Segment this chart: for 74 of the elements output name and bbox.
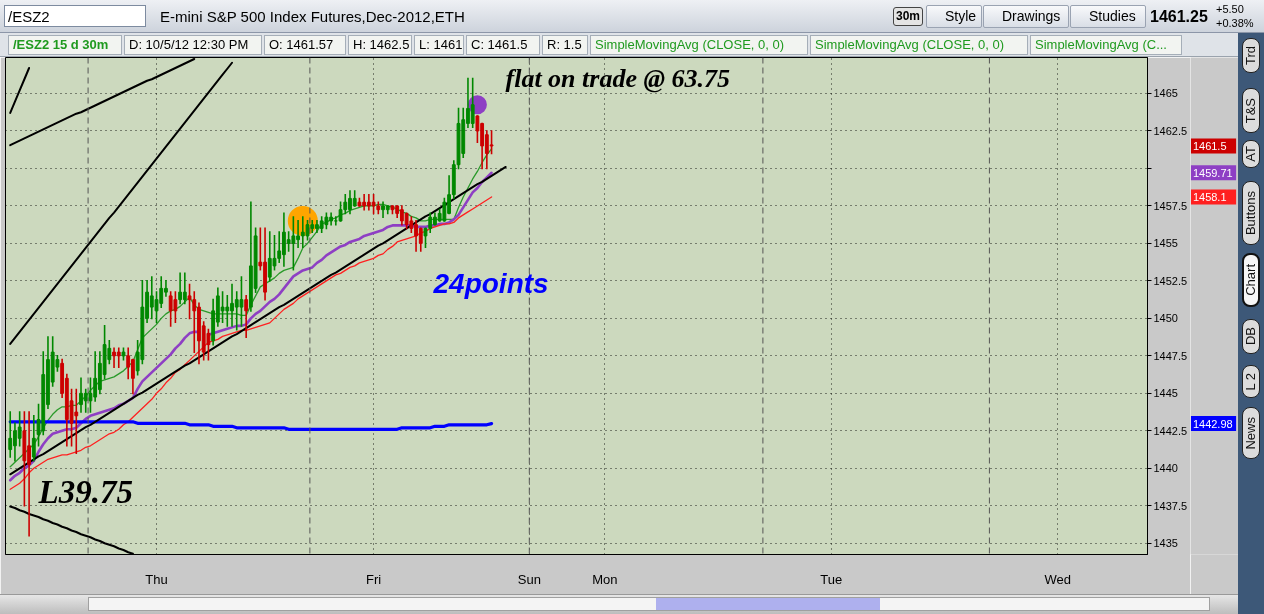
- candlestick: [220, 291, 225, 323]
- y-tick-label: 1440: [1153, 462, 1178, 475]
- text: +0.38%: [1216, 16, 1255, 30]
- candlestick: [418, 227, 423, 252]
- candlestick: [225, 295, 230, 327]
- x-tick-label: Fri: [366, 571, 382, 587]
- y-tick-label: 1442.5: [1153, 424, 1188, 437]
- x-tick-label: Wed: [1044, 571, 1072, 587]
- y-tick-label: 1457.5: [1153, 199, 1188, 212]
- text: 30m: [893, 7, 923, 26]
- text: R: 1.5: [542, 35, 588, 55]
- y-tick-label: 1462.5: [1153, 124, 1188, 137]
- text: H: 1462.5: [348, 35, 412, 55]
- text: Trd: [1241, 45, 1259, 66]
- x-tick-label: Sun: [517, 571, 541, 587]
- candlestick: [182, 272, 187, 305]
- y-tick-label: 1452.5: [1153, 274, 1188, 287]
- text: Drawings: [983, 5, 1069, 28]
- chart-title: E-mini S&P 500 Index Futures,Dec-2012,ETH: [160, 7, 466, 27]
- y-tick-label: 1435: [1153, 537, 1178, 550]
- text: SimpleMovingAvg (CLOSE, 0, 0): [810, 35, 1028, 55]
- candlestick: [470, 77, 475, 129]
- text: C: 1461.5: [466, 35, 540, 55]
- text: Buttons: [1241, 190, 1259, 236]
- text: 1459.71: [1192, 166, 1233, 179]
- x-tick-label: Tue: [820, 571, 843, 587]
- text: DB: [1241, 327, 1259, 346]
- text: 1442.98: [1192, 417, 1233, 430]
- candlestick: [489, 130, 494, 155]
- y-tick-label: 1450: [1153, 312, 1178, 325]
- text: L: 1461: [414, 35, 464, 55]
- candlestick: [442, 197, 447, 222]
- text: /ESZ2 15 d 30m: [8, 35, 122, 55]
- x-tick-label: Thu: [145, 571, 168, 587]
- text: 1461.25: [1150, 7, 1209, 27]
- candlestick: [239, 276, 244, 327]
- candlestick: [17, 411, 22, 447]
- annotation: flat on trade @ 63.75: [505, 64, 731, 93]
- text: Chart: [1241, 264, 1259, 296]
- text: D: 10/5/12 12:30 PM: [124, 35, 262, 55]
- text: SimpleMovingAvg (CLOSE, 0, 0): [590, 35, 808, 55]
- candlestick: [126, 347, 131, 380]
- candlestick: [244, 295, 249, 338]
- text: News: [1241, 416, 1259, 450]
- text: +5.50: [1216, 2, 1245, 16]
- candlestick: [74, 388, 79, 455]
- y-tick-label: 1447.5: [1153, 349, 1188, 362]
- y-tick-label: 1445: [1153, 387, 1178, 400]
- text: 1458.1: [1192, 190, 1227, 203]
- x-tick-label: Mon: [592, 571, 618, 587]
- candlestick: [206, 328, 211, 361]
- text: Style: [926, 5, 982, 28]
- candlestick: [371, 193, 376, 215]
- text: /ESZ2: [8, 7, 51, 26]
- text: SimpleMovingAvg (C...: [1030, 35, 1182, 55]
- y-tick-label: 1455: [1153, 237, 1178, 250]
- candlestick: [178, 272, 183, 305]
- text: T&S: [1241, 97, 1259, 124]
- text: AT: [1241, 146, 1259, 162]
- annotation: 24points: [432, 268, 549, 299]
- candlestick: [475, 115, 480, 144]
- y-tick-label: 1465: [1153, 87, 1178, 100]
- text: Studies: [1070, 5, 1146, 28]
- text: 1461.5: [1192, 139, 1227, 152]
- candlestick: [291, 216, 296, 271]
- text: L 2: [1241, 372, 1259, 391]
- candlestick: [173, 291, 178, 323]
- annotation: L39.75: [37, 473, 133, 510]
- text: O: 1461.57: [264, 35, 346, 55]
- y-tick-label: 1437.5: [1153, 499, 1188, 512]
- candlestick: [286, 231, 291, 252]
- candlestick: [8, 411, 13, 458]
- candlestick: [116, 347, 121, 368]
- candlestick: [168, 291, 173, 327]
